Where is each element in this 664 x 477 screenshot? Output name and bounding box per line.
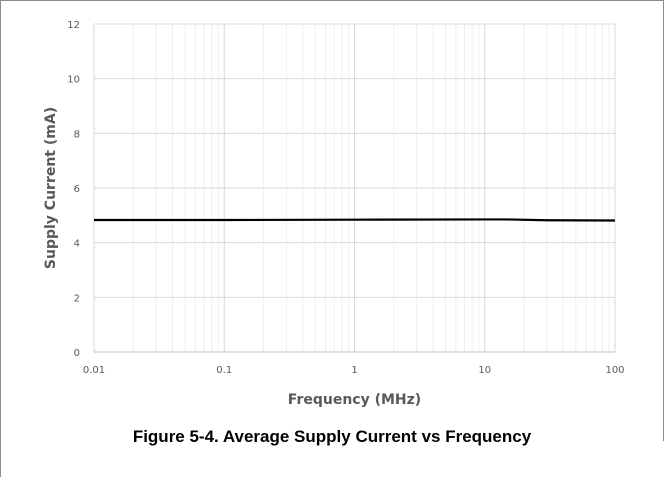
x-tick-label: 1	[351, 365, 357, 376]
x-tick-label: 0.01	[83, 365, 105, 376]
y-tick-label: 12	[67, 20, 80, 31]
y-tick-label: 0	[74, 348, 80, 359]
figure-caption: Figure 5-4. Average Supply Current vs Fr…	[132, 427, 532, 446]
y-tick-label: 10	[67, 75, 80, 86]
x-axis-title: Frequency (MHz)	[288, 392, 421, 408]
y-axis-title: Supply Current (mA)	[43, 107, 59, 269]
y-tick-label: 8	[74, 129, 80, 140]
x-tick-label: 100	[605, 365, 624, 376]
series-lines	[94, 218, 616, 222]
major-gridlines	[93, 23, 616, 353]
y-tick-labels: 0 2 4 6 8 10 12	[67, 20, 80, 359]
y-tick-label: 4	[74, 239, 80, 250]
x-tick-label: 0.1	[216, 365, 232, 376]
y-tick-label: 6	[74, 184, 80, 195]
x-tick-labels: 0.01 0.1 1 10 100	[83, 365, 625, 376]
series-line	[94, 218, 616, 222]
frame-edge	[0, 440, 1, 477]
x-tick-label: 10	[478, 365, 491, 376]
y-tick-label: 2	[74, 293, 80, 304]
